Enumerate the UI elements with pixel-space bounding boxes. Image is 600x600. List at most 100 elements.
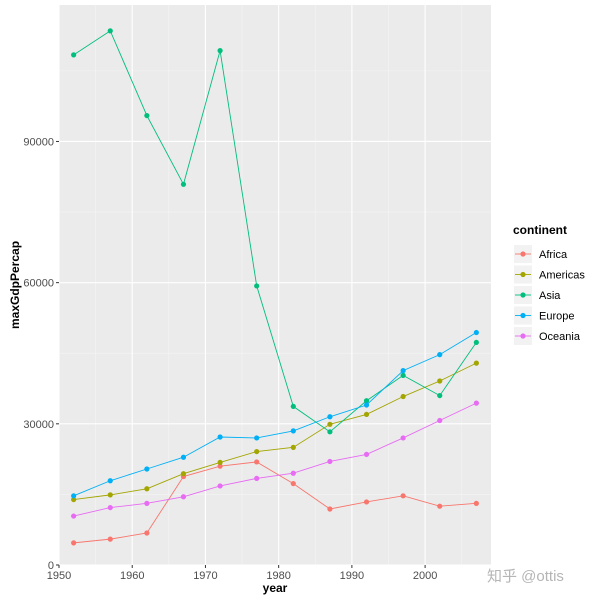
data-point-europe [327,414,333,420]
data-point-asia [144,112,150,119]
data-point-europe [180,454,187,460]
series-line-oceania [73,402,477,517]
data-point-americas [254,448,260,455]
data-point-africa [217,463,223,469]
data-point-americas [217,459,223,466]
legend-label-americas: Americas [539,270,585,282]
legend-item-oceania: Oceania [514,327,581,345]
data-point-africa [107,536,113,542]
legend-label-africa: Africa [539,249,568,261]
data-point-africa [437,503,443,509]
legend-key-point [520,312,526,319]
data-point-asia [107,28,113,34]
data-point-africa [363,499,370,505]
data-point-europe [290,428,296,434]
data-point-americas [71,496,77,503]
legend-key-point [520,251,526,257]
data-point-americas [290,444,296,450]
legend-item-africa: Africa [514,245,568,263]
data-point-oceania [254,475,260,482]
data-point-oceania [473,400,479,406]
data-point-europe [473,329,479,336]
data-point-asia [217,48,223,54]
data-point-americas [180,471,187,477]
series-africa [71,459,479,546]
legend-title: continent [513,223,567,237]
data-point-africa [400,493,406,499]
data-point-asia [290,403,296,410]
series-line-asia [73,30,477,433]
x-tick-label: 1950 [47,570,71,582]
data-point-africa [473,500,479,506]
data-point-oceania [180,494,187,500]
data-point-oceania [290,470,296,476]
data-point-africa [327,506,333,512]
data-point-africa [71,540,77,546]
data-point-europe [217,434,223,440]
legend-item-americas: Americas [514,265,585,284]
data-point-europe [71,493,77,499]
data-point-europe [107,478,113,484]
series-oceania [71,400,479,519]
y-tick-label: 90000 [23,136,54,148]
legend-label-oceania: Oceania [539,331,581,343]
legend-key-point [520,271,526,278]
x-tick-label: 2000 [413,570,437,582]
plot-panel [59,5,491,565]
series-asia [71,28,479,435]
data-point-europe [363,402,370,408]
data-point-asia [363,398,370,404]
x-axis-title: year [263,581,288,595]
data-point-americas [327,421,333,427]
y-tick-label: 0 [48,560,54,572]
series-europe [71,329,479,499]
data-point-americas [400,393,406,400]
x-tick-label: 1990 [340,570,364,582]
data-point-americas [473,360,479,366]
data-point-asia [473,339,479,346]
legend-label-europe: Europe [539,311,574,323]
legend-label-asia: Asia [539,290,561,302]
data-point-asia [327,429,333,435]
data-point-asia [254,283,260,289]
series-line-europe [73,332,477,497]
data-point-oceania [400,435,406,441]
data-point-oceania [107,504,113,511]
data-point-africa [144,530,150,536]
data-point-asia [180,181,187,187]
data-point-oceania [327,458,333,465]
legend-item-asia: Asia [514,286,561,304]
data-point-europe [400,368,406,374]
data-point-europe [144,466,150,472]
y-axis-title: maxGdpPercap [8,241,22,329]
legend-key-point [520,333,526,339]
legend: Africa Americas Asia Europe Oceania [514,245,585,345]
legend-item-europe: Europe [514,306,574,325]
data-point-oceania [217,483,223,489]
data-point-oceania [144,500,150,506]
y-tick-label: 30000 [23,419,54,431]
data-point-africa [254,459,260,465]
y-tick-label: 60000 [23,278,54,290]
data-point-europe [254,435,260,441]
data-point-africa [290,480,296,487]
data-point-oceania [437,417,443,424]
data-point-asia [400,372,406,378]
x-tick-label: 1970 [193,570,217,582]
data-point-oceania [71,513,77,519]
watermark-text: 知乎 @ottis [487,568,564,585]
data-point-americas [363,411,370,418]
data-point-americas [144,486,150,492]
series-layer [71,28,479,546]
x-tick-label: 1980 [266,570,290,582]
legend-key-point [520,292,526,298]
data-point-asia [71,52,77,58]
x-tick-label: 1960 [120,570,144,582]
data-point-europe [437,352,443,358]
gridlines [58,5,491,566]
data-point-americas [107,492,113,498]
series-line-africa [73,461,477,544]
data-point-oceania [363,451,370,458]
axes: 1950 1960 1970 1980 1990 2000 0 30000 60000 90000 [23,136,437,582]
